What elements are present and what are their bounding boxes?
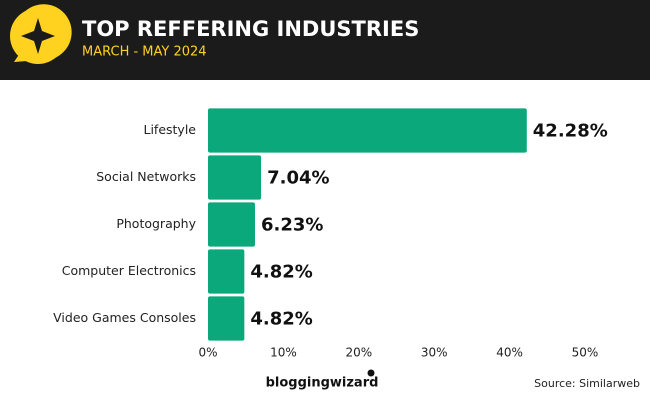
bar (208, 249, 245, 294)
y-tick-label: Lifestyle (143, 122, 196, 137)
bar (208, 202, 255, 247)
x-tick-label: 30% (421, 346, 448, 360)
bar (208, 155, 262, 200)
value-label: 42.28% (533, 121, 608, 142)
x-tick-label: 50% (572, 346, 599, 360)
brand: bloggingwizard (266, 376, 379, 391)
bar (208, 108, 527, 153)
y-tick-label: Computer Electronics (62, 263, 196, 278)
header-band (0, 0, 650, 80)
value-label: 6.23% (261, 215, 323, 236)
value-label: 7.04% (267, 168, 329, 189)
value-label: 4.82% (250, 262, 312, 283)
chart-subtitle: MARCH - MAY 2024 (82, 45, 207, 60)
y-tick-label: Photography (116, 216, 196, 231)
brand-logo: bloggingwizard (266, 369, 379, 391)
x-tick-label: 0% (198, 346, 217, 360)
source: Source: Similarweb (534, 377, 640, 390)
x-tick-label: 10% (270, 346, 297, 360)
chart-title: TOP REFFERING INDUSTRIES (82, 17, 419, 41)
y-tick-label: Video Games Consoles (53, 310, 196, 325)
header-icon (10, 4, 72, 64)
bar (208, 296, 245, 341)
value-label: 4.82% (250, 309, 312, 330)
x-tick-label: 40% (496, 346, 523, 360)
x-tick-label: 20% (345, 346, 372, 360)
y-tick-label: Social Networks (96, 169, 196, 184)
